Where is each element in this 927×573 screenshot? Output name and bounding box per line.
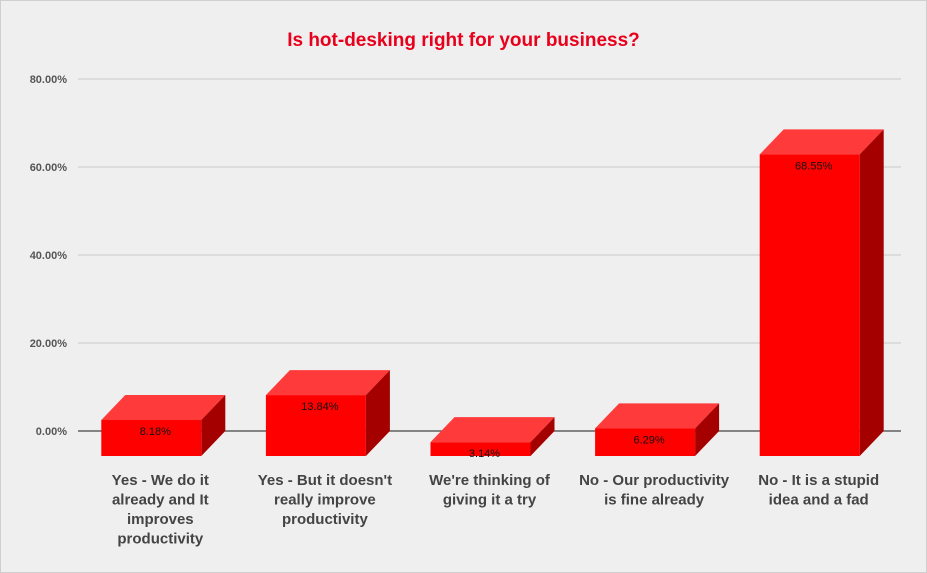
data-label: 13.84% <box>301 401 339 413</box>
y-tick-label: 0.00% <box>36 426 67 438</box>
bar-top-face <box>101 395 226 421</box>
bar <box>430 442 531 456</box>
y-tick-label: 80.00% <box>30 74 68 86</box>
x-tick-label-line: productivity <box>282 511 368 528</box>
y-tick-label: 20.00% <box>30 338 68 350</box>
x-tick-label: Yes - We do it already and It improves prod… <box>112 472 209 548</box>
x-tick-label: Yes - But it doesn't really improve produc… <box>258 472 392 528</box>
x-tick-label-line: productivity <box>117 531 203 548</box>
bar-side-face <box>695 403 720 456</box>
data-label: 6.29% <box>633 434 664 446</box>
x-tick-label-line: Yes - We do it <box>112 472 209 489</box>
x-tick-label-line: already and It <box>112 492 209 509</box>
data-label: 68.55% <box>795 160 833 172</box>
x-tick-label-line: is fine already <box>604 492 705 509</box>
x-tick-label-line: No - Our productivity <box>579 472 730 489</box>
x-tick-label-line: improves <box>127 511 194 528</box>
bar-side-face <box>530 417 555 456</box>
x-tick-label-line: giving it a try <box>443 492 537 509</box>
x-tick-label: No - It is a stupid idea and a fad <box>758 472 879 509</box>
x-tick-label: We're thinking of giving it a try <box>429 472 551 509</box>
x-tick-label-line: really improve <box>274 492 376 509</box>
data-label: 8.18% <box>140 426 171 438</box>
y-tick-label: 40.00% <box>30 250 68 262</box>
bar <box>265 395 366 456</box>
x-tick-label-line: idea and a fad <box>769 492 869 509</box>
bar <box>101 420 202 456</box>
bar-side-face <box>859 129 884 456</box>
bar-side-face <box>365 370 390 456</box>
bar-top-face <box>430 417 555 443</box>
x-tick-label-line: No - It is a stupid <box>758 472 879 489</box>
bar-top-face <box>265 370 390 396</box>
bar-side-face <box>201 395 226 456</box>
y-tick-label: 60.00% <box>30 162 68 174</box>
x-tick-label-line: Yes - But it doesn't <box>258 472 392 489</box>
data-label: 3.14% <box>469 448 500 460</box>
chart-title: Is hot-desking right for your business? <box>287 30 640 51</box>
bar-top-face <box>759 129 884 155</box>
x-tick-label: No - Our productivity is fine already <box>579 472 730 509</box>
bar <box>759 154 860 456</box>
bar <box>595 428 696 456</box>
bar-top-face <box>595 403 720 429</box>
x-tick-label-line: We're thinking of <box>429 472 551 489</box>
